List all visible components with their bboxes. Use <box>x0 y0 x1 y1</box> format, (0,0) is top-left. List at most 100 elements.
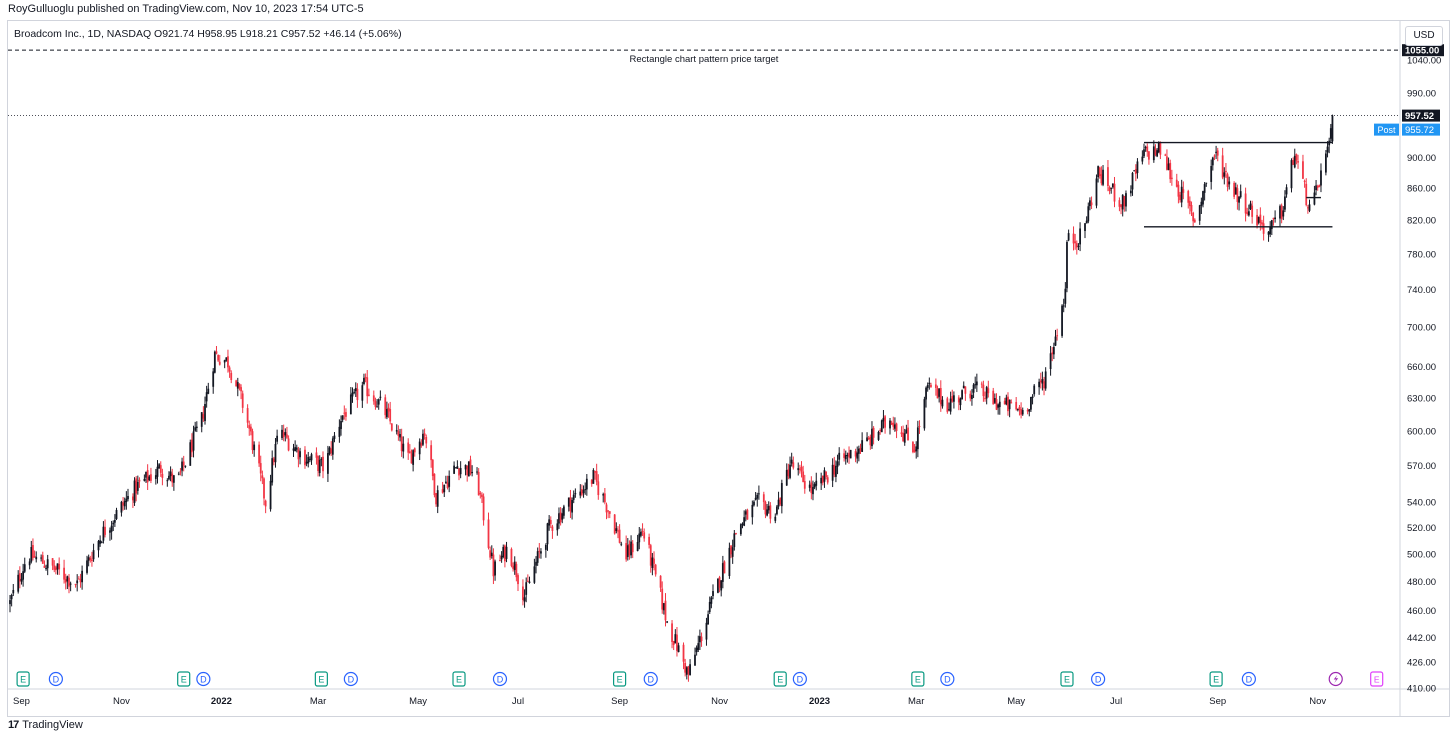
candle-body <box>464 464 467 470</box>
candle-body <box>536 551 539 563</box>
candle-body <box>756 494 759 499</box>
candle-body <box>1008 399 1011 410</box>
candle-body <box>630 541 632 556</box>
candle-body <box>56 563 59 570</box>
candle-body <box>1051 352 1054 355</box>
candle-body <box>146 470 149 483</box>
candle-body <box>356 388 359 401</box>
candle-body <box>454 467 457 469</box>
candle-body <box>408 451 411 454</box>
currency-button[interactable]: USD <box>1405 26 1443 46</box>
candle-body <box>674 634 677 644</box>
attribution-text: RoyGulluoglu published on TradingView.co… <box>8 3 364 15</box>
candle-body <box>1203 184 1206 193</box>
candle-body <box>217 355 220 361</box>
candle-body <box>1125 193 1127 207</box>
y-tick-label: 630.00 <box>1407 394 1436 405</box>
candle-body <box>820 477 823 484</box>
candle-body <box>926 385 929 388</box>
candle-body <box>522 586 524 601</box>
candle-body <box>1097 166 1100 178</box>
candle-body <box>1062 305 1065 307</box>
candle-body <box>354 388 357 392</box>
candle-body <box>425 436 428 444</box>
candle-body <box>51 558 54 566</box>
candle-body <box>1259 214 1262 223</box>
candle-body <box>471 471 474 474</box>
candle-body <box>854 451 857 457</box>
candle-body <box>1010 402 1013 404</box>
candle-body <box>918 426 921 428</box>
candle-body <box>395 430 398 432</box>
candle-body <box>148 476 151 481</box>
candle-body <box>1193 219 1196 223</box>
candle-body <box>1049 353 1052 370</box>
candle-body <box>412 450 415 465</box>
candle-body <box>66 576 69 582</box>
candle-body <box>227 356 229 368</box>
candle-body <box>68 577 70 587</box>
candle-body <box>502 546 505 557</box>
candle-body <box>638 533 641 543</box>
candle-body <box>941 399 944 407</box>
symbol-legend: Broadcom Inc., 1D, NASDAQ O921.74 H958.9… <box>14 28 402 40</box>
candle-body <box>420 443 423 446</box>
candle-body <box>833 464 836 475</box>
candle-body <box>666 621 669 623</box>
candle-body <box>274 444 277 463</box>
candle-body <box>1324 153 1327 173</box>
candle-body <box>1200 201 1203 206</box>
candle-body <box>1136 161 1139 174</box>
candle-body <box>333 435 336 439</box>
candle-body <box>1292 160 1295 165</box>
candle-body <box>246 408 249 423</box>
chart-panel[interactable] <box>7 20 1450 717</box>
candle-body <box>903 433 906 443</box>
candle-body <box>735 532 737 534</box>
candle-body <box>969 393 972 399</box>
candle-body <box>653 558 655 564</box>
candle-body <box>1262 223 1265 234</box>
dividend-icon-glyph: D <box>53 675 60 685</box>
earnings-icon <box>16 671 30 687</box>
candle-body <box>984 398 986 400</box>
candle-body <box>154 475 157 479</box>
candle-body <box>1269 227 1272 235</box>
candle-body <box>218 361 221 365</box>
candle-body <box>1170 177 1173 179</box>
candle-body <box>939 388 942 405</box>
candle-body <box>402 443 405 452</box>
candle-body <box>1072 233 1075 244</box>
candle-body <box>579 491 582 496</box>
candle-body <box>1108 187 1111 191</box>
candle-body <box>17 574 20 592</box>
candle-body <box>1148 151 1150 160</box>
candle-body <box>907 427 909 441</box>
candle-body <box>741 523 744 525</box>
candle-body <box>63 567 65 580</box>
candle-body <box>857 448 860 454</box>
candle-body <box>1144 147 1147 149</box>
candle-body <box>766 509 768 516</box>
candle-body <box>797 468 800 471</box>
candle-body <box>512 565 514 569</box>
candle-body <box>628 543 631 556</box>
candle-body <box>1315 185 1317 191</box>
candle-body <box>510 548 513 566</box>
candle-body <box>1079 228 1081 245</box>
candle-body <box>625 543 628 560</box>
candle-body <box>287 438 290 451</box>
candle-body <box>276 435 279 442</box>
candle-body <box>315 452 318 458</box>
candle-body <box>843 453 846 458</box>
candle-body <box>1110 187 1113 189</box>
candle-body <box>259 463 262 474</box>
dividend-icon <box>343 671 358 687</box>
candle-body <box>1121 194 1124 210</box>
candle-body <box>145 471 147 478</box>
candle-body <box>377 399 380 405</box>
candle-body <box>1225 170 1227 172</box>
candle-body <box>264 500 267 507</box>
candle-body <box>179 471 182 473</box>
